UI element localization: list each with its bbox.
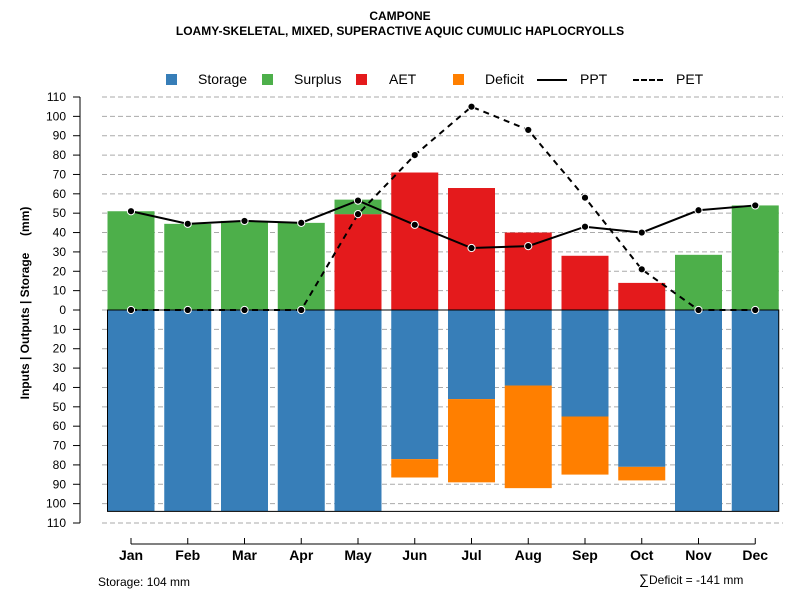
bar-storage-dec [732,310,779,511]
bar-surplus-feb [164,224,211,310]
pet-point-mar [241,306,248,313]
y-tick-label: 20 [53,264,67,278]
x-tick-label-oct: Oct [630,547,654,563]
x-axis: Jan Feb Mar Apr May Jun Jul Aug Sep Oct Nov Dec [119,538,768,563]
pet-point-sep [581,194,588,201]
y-tick-label: 90 [53,477,67,491]
bar-storage-jun [391,310,438,459]
chart-plot: 1101009080706050403020100102030405060708… [0,0,800,600]
pet-point-feb [184,306,191,313]
bar-storage-nov [675,310,722,511]
pet-point-aug [525,126,532,133]
bar-storage-mar [221,310,268,511]
y-tick-label: 40 [53,380,67,394]
y-tick-label: 110 [47,90,66,104]
bar-surplus-dec [732,205,779,310]
pet-point-jun [411,151,418,158]
y-tick-label: 50 [53,400,67,414]
bar-surplus-nov [675,255,722,310]
y-axis: 1101009080706050403020100102030405060708… [46,90,80,530]
storage-annotation: Storage: 104 mm [98,575,190,589]
sum-symbol: ∑ [639,571,649,587]
ppt-point-apr [298,219,305,226]
bar-aet-jun [391,173,438,310]
bar-deficit-oct [618,467,665,481]
deficit-annotation: ∑Deficit = -141 mm [639,571,743,587]
bar-storage-apr [278,310,325,511]
ppt-point-dec [752,202,759,209]
bar-aet-oct [618,283,665,310]
bar-storage-sep [562,310,609,417]
bar-deficit-sep [562,417,609,475]
bar-storage-feb [164,310,211,511]
bar-storage-jul [448,310,495,399]
x-tick-label-aug: Aug [515,547,542,563]
y-tick-label: 20 [53,342,67,356]
ppt-point-feb [184,220,191,227]
y-tick-label: 70 [53,167,67,181]
deficit-annotation-text: Deficit = -141 mm [649,573,743,587]
pet-point-apr [298,306,305,313]
bar-surplus-jan [108,211,155,310]
x-tick-label-may: May [344,547,371,563]
y-tick-label: 80 [53,458,67,472]
bar-deficit-jun [391,459,438,477]
pet-point-jul [468,103,475,110]
bar-deficit-aug [505,386,552,489]
bar-storage-may [335,310,382,511]
y-tick-label: 10 [53,284,67,298]
y-tick-label: 110 [47,516,66,530]
y-tick-label: 0 [59,303,66,317]
pet-point-dec [752,306,759,313]
pet-point-nov [695,306,702,313]
y-tick-label: 100 [46,109,66,123]
y-tick-label: 100 [46,497,66,511]
ppt-point-jul [468,244,475,251]
x-tick-label-feb: Feb [175,547,200,563]
x-tick-label-dec: Dec [742,547,768,563]
y-tick-label: 80 [53,148,67,162]
x-tick-label-jan: Jan [119,547,143,563]
ppt-point-aug [525,243,532,250]
x-tick-label-nov: Nov [685,547,712,563]
pet-point-may [354,211,361,218]
y-tick-label: 50 [53,206,67,220]
ppt-point-nov [695,207,702,214]
bar-surplus-apr [278,223,325,310]
ppt-point-sep [581,223,588,230]
y-tick-label: 90 [53,129,67,143]
ppt-point-mar [241,217,248,224]
ppt-point-may [354,197,361,204]
y-tick-label: 30 [53,361,67,375]
y-tick-label: 40 [53,226,67,240]
x-tick-label-mar: Mar [232,547,257,563]
bar-surplus-mar [221,221,268,310]
bar-storage-oct [618,310,665,467]
x-tick-label-sep: Sep [572,547,598,563]
bar-aet-sep [562,256,609,310]
y-tick-label: 10 [53,322,67,336]
y-tick-label: 60 [53,187,67,201]
x-tick-label-jul: Jul [461,547,481,563]
x-tick-label-apr: Apr [289,547,314,563]
ppt-point-oct [638,229,645,236]
pet-point-jan [127,306,134,313]
pet-point-oct [638,266,645,273]
y-tick-label: 30 [53,245,67,259]
bar-storage-aug [505,310,552,386]
ppt-point-jun [411,221,418,228]
y-tick-label: 70 [53,439,67,453]
ppt-point-jan [127,208,134,215]
y-tick-label: 60 [53,419,67,433]
bar-deficit-jul [448,399,495,482]
bar-aet-may [335,214,382,310]
bar-storage-jan [108,310,155,511]
x-tick-label-jun: Jun [402,547,427,563]
